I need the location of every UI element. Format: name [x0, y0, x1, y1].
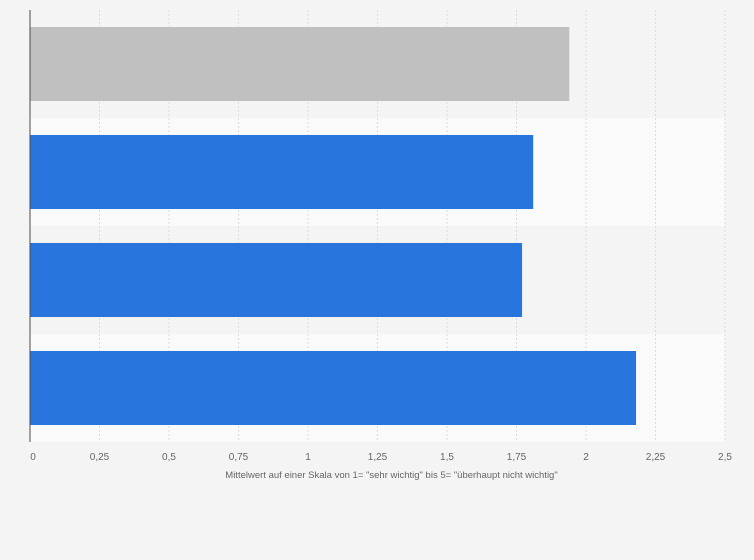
x-tick-label: 0,5: [162, 452, 176, 463]
x-tick-labels: 0 0,25 0,5 0,75 1 1,25 1,5 1,75 2 2,25 2,5: [30, 452, 732, 463]
x-tick-label: 2,5: [718, 452, 732, 463]
bars: [30, 27, 637, 425]
x-tick-label: 1: [305, 452, 311, 463]
bar: [30, 351, 637, 425]
bar: [30, 27, 570, 101]
x-tick-label: 0,25: [90, 452, 110, 463]
bar: [30, 135, 534, 209]
x-tick-label: 2,25: [646, 452, 666, 463]
x-tick-label: 1,25: [368, 452, 388, 463]
x-axis-title: Mittelwert auf einer Skala von 1= "sehr …: [225, 470, 557, 481]
x-tick-label: 1,5: [440, 452, 454, 463]
x-tick-label: 2: [583, 452, 589, 463]
x-tick-label: 1,75: [507, 452, 527, 463]
x-tick-label: 0,75: [229, 452, 249, 463]
bar: [30, 243, 523, 317]
x-tick-label: 0: [30, 452, 36, 463]
